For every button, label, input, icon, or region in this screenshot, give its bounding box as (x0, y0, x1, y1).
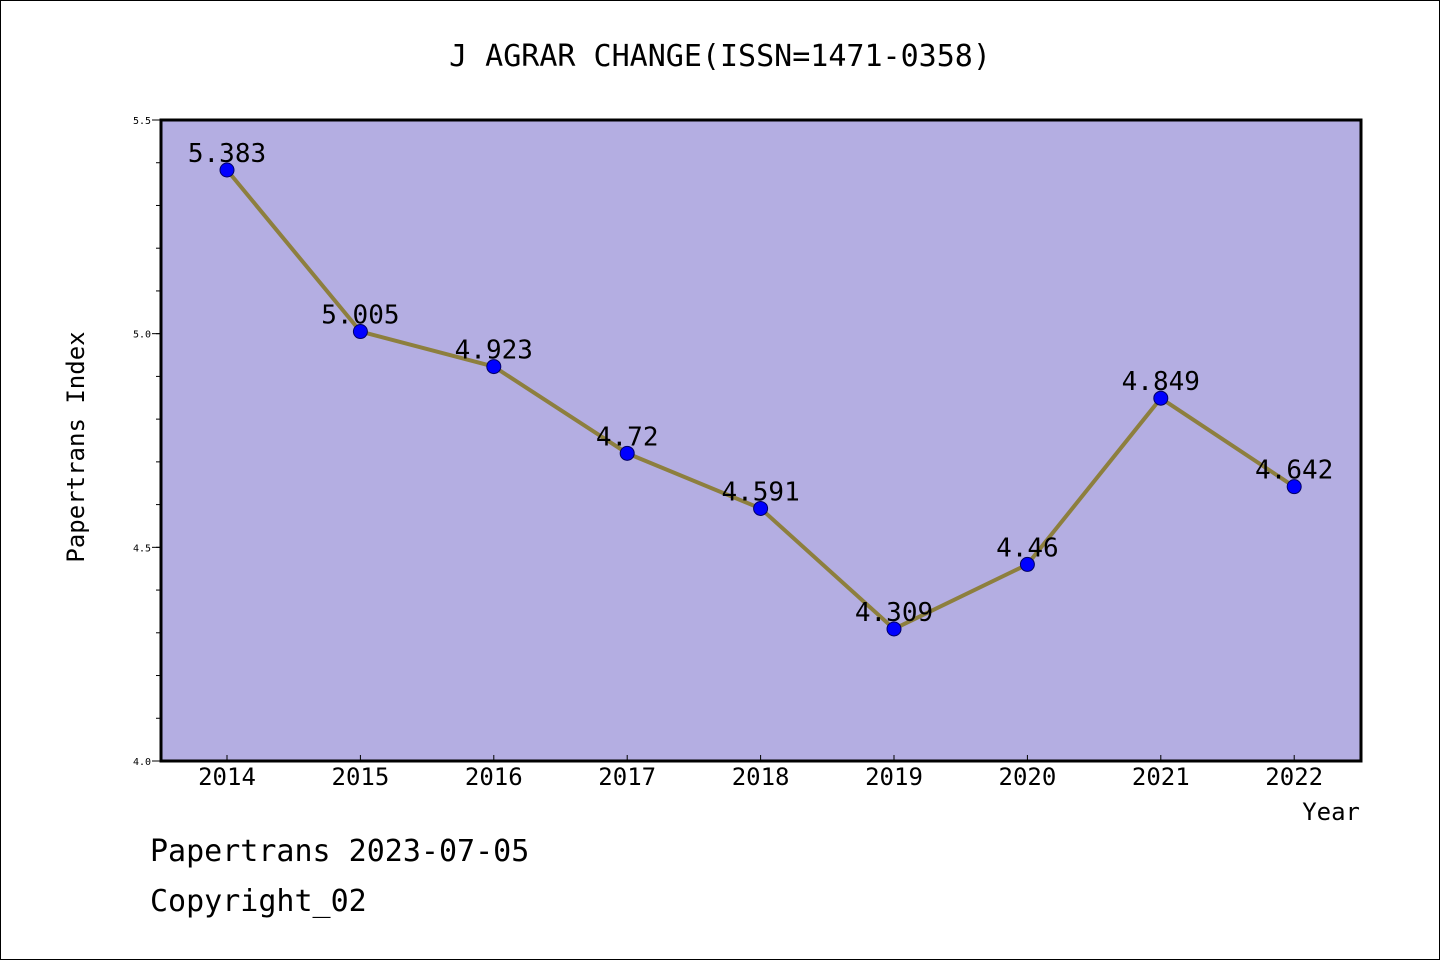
x-tick-label: 2018 (732, 763, 790, 791)
x-tick-label: 2016 (465, 763, 523, 791)
x-tick-label: 2021 (1132, 763, 1190, 791)
footer-copyright: Copyright_02 (150, 884, 367, 919)
y-tick-label: 4.0 (133, 757, 151, 768)
x-axis: 2014 2015 2016 2017 2018 2019 2020 2021 2022 (198, 755, 1323, 791)
data-point (619, 445, 635, 461)
series-layer (219, 162, 1302, 637)
x-tick-label: 2017 (598, 763, 656, 791)
data-point (219, 162, 235, 178)
plot-area (159, 118, 1363, 763)
y-tick-label: 4.5 (133, 543, 151, 554)
x-tick-label: 2019 (865, 763, 923, 791)
x-tick-label: 2015 (332, 763, 390, 791)
data-point (886, 621, 902, 637)
data-label: 4.309 (855, 598, 933, 628)
x-tick-label: 2022 (1265, 763, 1323, 791)
x-axis-label: Year (1302, 798, 1360, 826)
data-point (1286, 479, 1302, 495)
data-point (352, 324, 368, 340)
data-point (1019, 556, 1035, 572)
data-label: 5.005 (321, 301, 399, 331)
y-tick-label: 5.0 (133, 330, 151, 341)
data-point (486, 359, 502, 375)
y-tick-label: 5.5 (133, 116, 151, 127)
data-label: 4.642 (1255, 456, 1333, 486)
y-axis: 4.0 4.5 5.0 5.5 (133, 116, 161, 768)
data-label: 4.849 (1122, 367, 1200, 397)
data-label: 4.72 (596, 422, 659, 452)
data-label: 5.383 (188, 139, 266, 169)
chart-title: J AGRAR CHANGE(ISSN=1471-0358) (449, 39, 991, 74)
data-point (1153, 390, 1169, 406)
data-label: 4.591 (721, 477, 799, 507)
data-labels: 5.383 5.005 4.923 4.72 4.591 4.309 4.46 4.849 4.… (188, 139, 1333, 628)
data-label: 4.923 (455, 336, 533, 366)
x-tick-label: 2020 (999, 763, 1057, 791)
footer-source: Papertrans 2023-07-05 (150, 834, 530, 869)
y-axis-label: Papertrans Index (62, 331, 90, 562)
data-label: 4.46 (996, 533, 1059, 563)
x-tick-label: 2014 (198, 763, 256, 791)
data-point (753, 500, 769, 516)
